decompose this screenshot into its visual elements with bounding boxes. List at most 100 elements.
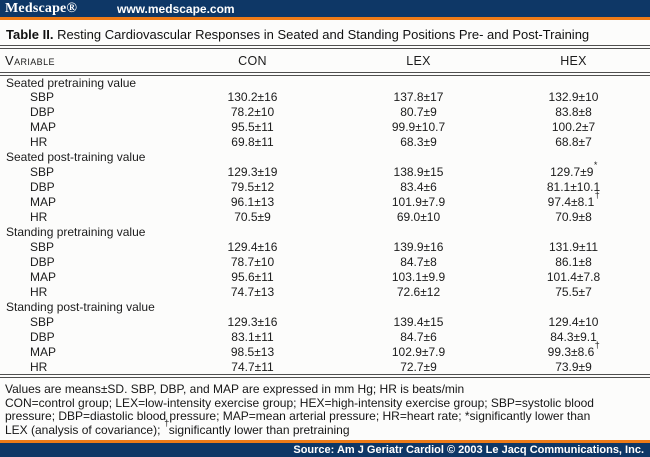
cell-value: 139.4±15 [393,314,444,329]
cell-value: 95.5±11 [231,119,274,134]
table-row: MAP 96.1±13 101.9±7.9 97.4±8.1† [0,190,650,209]
cell-value: 70.5±9 [234,209,271,224]
cell-con: 130.2±16 [165,89,340,104]
cell-lex: 137.8±17 [340,89,497,104]
row-variable: SBP [30,164,55,179]
cell-hex: 100.2±7 [497,119,650,134]
cell-value: 74.7±13 [230,284,275,299]
column-header-lex: LEX [340,49,497,76]
cell-lex: 102.9±7.9 [340,344,497,359]
cell-con: 129.4±16 [165,239,340,254]
cell-value: 83.4±6 [400,179,437,194]
cell-con: 129.3±16 [165,314,340,329]
cell-lex: 139.4±15 [340,314,497,329]
cell-value: 102.9±7.9 [391,344,446,359]
table-header: Variable CON LEX HEX [0,49,650,76]
cell-value: 84.7±8 [400,254,437,269]
cell-hex: 132.9±10 [497,89,650,104]
cell-value: 99.3±8.6 [547,344,595,359]
cell-value: 83.1±11 [231,329,274,344]
footnote-line-3: pressure; DBP=diastolic blood pressure; … [5,409,591,423]
table-row: MAP 95.5±11 99.9±10.7 100.2±7 [0,119,650,134]
cell-hex: 73.9±9 [497,359,650,374]
cell-con: 78.2±10 [165,104,340,119]
cell-value: 68.3±9 [400,134,437,149]
cell-lex: 101.9±7.9 [340,194,497,209]
row-variable: HR [30,134,48,149]
cell-value: 75.5±7 [555,284,592,299]
cell-value: 72.7±9 [400,359,437,374]
cell-value: 103.1±9.9 [391,269,446,284]
cell-lex: 84.7±8 [340,254,497,269]
section-label: Seated pretraining value [6,75,137,90]
column-header-hex: HEX [497,49,650,76]
footnote-line-1: Values are means±SD. SBP, DBP, and MAP a… [5,382,465,396]
cell-superscript: † [594,189,600,200]
section-header-row: Seated post-training value [0,149,650,164]
row-variable: HR [30,359,48,374]
table-title-text: Resting Cardiovascular Responses in Seat… [57,27,590,42]
section-header-row: Standing pretraining value [0,224,650,239]
row-variable: SBP [30,239,55,254]
source-text: Source: Am J Geriatr Cardiol © 2003 Le J… [293,444,644,456]
cell-superscript: † [594,339,600,350]
row-variable: DBP [30,254,55,269]
table-row: HR 70.5±9 69.0±10 70.9±8 [0,209,650,224]
orange-divider-top [0,17,650,20]
dagger-symbol: † [164,417,170,428]
row-variable: MAP [30,194,57,209]
cell-hex: 68.8±7 [497,134,650,149]
footnotes: Values are means±SD. SBP, DBP, and MAP a… [0,378,650,440]
cell-con: 74.7±13 [165,284,340,299]
cell-hex: 81.1±10.1 [497,179,650,194]
row-variable: DBP [30,329,55,344]
row-variable: MAP [30,119,57,134]
table-row: HR 74.7±11 72.7±9 73.9±9 [0,359,650,374]
table-row: SBP 129.3±16 139.4±15 129.4±10 [0,314,650,329]
source-footer-bar: Source: Am J Geriatr Cardiol © 2003 Le J… [0,443,650,457]
cell-value: 98.5±13 [230,344,275,359]
table-row: SBP 130.2±16 137.8±17 132.9±10 [0,89,650,104]
cell-con: 69.8±11 [165,134,340,149]
row-variable: SBP [30,314,55,329]
row-variable: DBP [30,104,55,119]
cell-value: 129.3±16 [227,314,278,329]
cell-value: 78.7±10 [230,254,275,269]
medscape-url-link[interactable]: www.medscape.com [117,1,235,16]
table-row: SBP 129.3±19 138.9±15 129.7±9* [0,160,650,179]
cell-hex: 129.7±9* [497,160,650,179]
cell-lex: 83.4±6 [340,179,497,194]
medscape-header-bar: Medscape® www.medscape.com [0,0,650,17]
cell-value: 131.9±11 [548,239,599,254]
table-title-label: Table II. [6,27,54,42]
cell-value: 138.9±15 [393,164,444,179]
cell-con: 79.5±12 [165,179,340,194]
cell-con: 74.7±11 [165,359,340,374]
cell-lex: 103.1±9.9 [340,269,497,284]
section-header-row: Seated pretraining value [0,74,650,89]
cell-value: 83.8±8 [555,104,592,119]
table-row: DBP 79.5±12 83.4±6 81.1±10.1 [0,179,650,194]
cell-hex: 86.1±8 [497,254,650,269]
footnote-line-2: CON=control group; LEX=low-intensity exe… [5,395,594,410]
cell-value: 129.4±10 [548,314,599,329]
cell-value: 101.4±7.8 [546,269,601,284]
cell-superscript: * [593,159,598,170]
cell-hex: 129.4±10 [497,314,650,329]
cell-value: 99.9±10.7 [391,119,446,134]
row-variable: MAP [30,269,57,284]
cell-hex: 99.3±8.6† [497,340,650,359]
cell-con: 96.1±13 [165,194,340,209]
cell-value: 95.6±11 [231,269,274,284]
table-row: HR 69.8±11 68.3±9 68.8±7 [0,134,650,149]
cell-value: 129.4±16 [227,239,278,254]
cell-value: 68.8±7 [555,134,592,149]
table-body: Seated pretraining value SBP 130.2±16 13… [0,74,650,374]
cell-con: 95.5±11 [165,119,340,134]
cell-hex: 70.9±8 [497,209,650,224]
cell-value: 70.9±8 [555,209,592,224]
cell-lex: 84.7±6 [340,329,497,344]
orange-divider-bottom [0,440,650,443]
cell-value: 81.1±10.1 [546,179,601,194]
